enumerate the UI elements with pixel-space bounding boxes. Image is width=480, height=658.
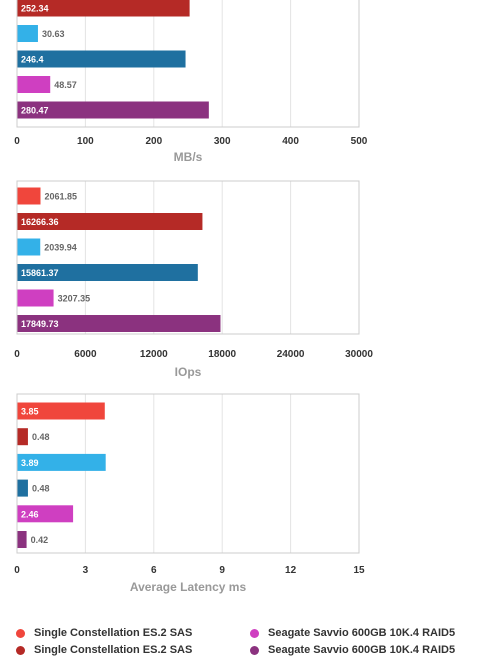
data-label: 2039.94 [44,243,77,253]
legend-marker-icon [250,628,259,638]
tick-label: 9 [219,565,225,576]
bar [17,238,41,256]
legend-item[interactable]: Single Constellation ES.2 SAS [16,642,192,658]
data-label: 48.57 [54,80,77,90]
bar [17,453,106,471]
bar [17,315,221,332]
legend-label: Seagate Savvio 600GB 10K.4 RAID5 [268,644,456,656]
legend-marker-icon [250,645,259,655]
data-label: 15861.37 [21,268,59,278]
data-label: 16266.36 [21,217,59,227]
tick-label: 400 [282,136,299,147]
tick-label: 100 [77,136,94,147]
chart-legend: Single Constellation ES.2 SAS Seagate Sa… [0,618,480,656]
legend-marker-icon [16,628,25,638]
tick-label: 24000 [277,349,305,360]
bar [17,213,203,230]
tick-label: 300 [214,136,231,147]
data-label: 0.48 [32,432,50,442]
bar [17,531,27,548]
bar [17,505,74,523]
bar [17,76,51,93]
bar [17,428,28,446]
tick-label: 30000 [345,349,373,360]
tick-label: 200 [145,136,162,147]
data-label: 2.46 [21,509,39,519]
tick-label: 18000 [208,349,236,360]
legend-item[interactable]: Seagate Savvio 600GB 10K.4 RAID5 [250,625,455,641]
tick-label: 0 [14,565,20,576]
bar [17,479,28,497]
data-label: 280.47 [21,106,49,116]
plot-frame [16,0,360,128]
bar [17,402,105,420]
data-label: 3.89 [21,458,39,468]
data-label: 0.48 [32,484,50,494]
legend-marker-icon [16,645,25,655]
bar [17,264,198,281]
data-label: 17849.73 [21,319,59,329]
data-label: 3207.35 [58,294,91,304]
legend-label: Seagate Savvio 600GB 10K.4 RAID5 [268,627,456,639]
legend-label: Single Constellation ES.2 SAS [34,627,193,639]
legend-item[interactable]: Seagate Savvio 600GB 10K.4 RAID5 [250,642,455,658]
axis-label: IOps [175,365,202,379]
bar [17,50,186,68]
data-label: 3.85 [21,407,39,417]
bar [17,0,190,17]
tick-label: 0 [14,349,20,360]
tick-label: 15 [353,565,365,576]
data-label: 30.63 [42,29,65,39]
data-label: 246.4 [21,55,44,65]
plot-frame [16,393,360,554]
tick-label: 3 [83,565,89,576]
bar [17,289,54,307]
tick-label: 12 [285,565,297,576]
bar [17,25,38,42]
tick-label: 0 [14,136,20,147]
axis-label: MB/s [174,150,203,164]
legend-label: Single Constellation ES.2 SAS [34,644,193,656]
axis-label: Average Latency ms [130,580,247,594]
bar [17,187,41,205]
tick-label: 500 [351,136,368,147]
data-label: 2061.85 [45,192,78,202]
legend-item[interactable]: Single Constellation ES.2 SAS [16,625,192,641]
plot-frame [16,180,360,335]
tick-label: 12000 [140,349,168,360]
bar [17,101,209,119]
tick-label: 6 [151,565,157,576]
tick-label: 6000 [74,349,97,360]
data-label: 252.34 [21,4,49,14]
data-label: 0.42 [31,535,49,545]
